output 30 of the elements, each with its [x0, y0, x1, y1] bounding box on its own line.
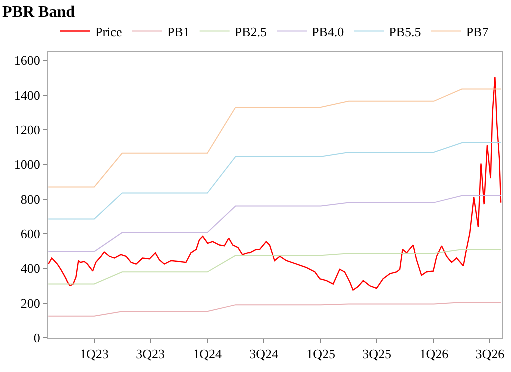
legend-label: Price [96, 24, 122, 40]
y-tick-label: 400 [20, 261, 40, 276]
y-tick-label: 200 [20, 296, 40, 311]
x-tick-label: 1Q26 [420, 346, 450, 362]
legend-label: PB1 [167, 24, 190, 40]
y-tick-label: 800 [20, 192, 40, 207]
legend-label: PB2.5 [234, 24, 268, 40]
line-series [48, 302, 502, 317]
y-tick-label: 0 [34, 330, 40, 346]
y-tick-label: 1200 [14, 122, 40, 138]
y-tick-label: 1400 [14, 88, 40, 103]
y-tick-label: 600 [20, 226, 40, 242]
y-tick-label: 1000 [14, 157, 40, 172]
x-tick-label: 1Q23 [80, 346, 109, 362]
legend-label: PB7 [466, 24, 490, 40]
legend-label: PB4.0 [312, 24, 344, 40]
line-series [48, 76, 502, 291]
line-series [48, 195, 502, 252]
chart-title: PBR Band [2, 4, 76, 21]
x-tick-label: 3Q24 [250, 346, 279, 362]
legend-label: PB5.5 [389, 24, 422, 40]
x-tick-label: 1Q24 [193, 346, 223, 362]
line-series [48, 88, 502, 188]
x-tick-label: 3Q23 [136, 346, 166, 362]
x-tick-label: 1Q25 [306, 346, 336, 362]
line-series [48, 249, 502, 285]
line-series [48, 142, 502, 220]
x-tick-label: 3Q25 [362, 346, 392, 362]
x-tick-label: 3Q26 [476, 346, 506, 362]
y-tick-label: 1600 [14, 53, 40, 68]
